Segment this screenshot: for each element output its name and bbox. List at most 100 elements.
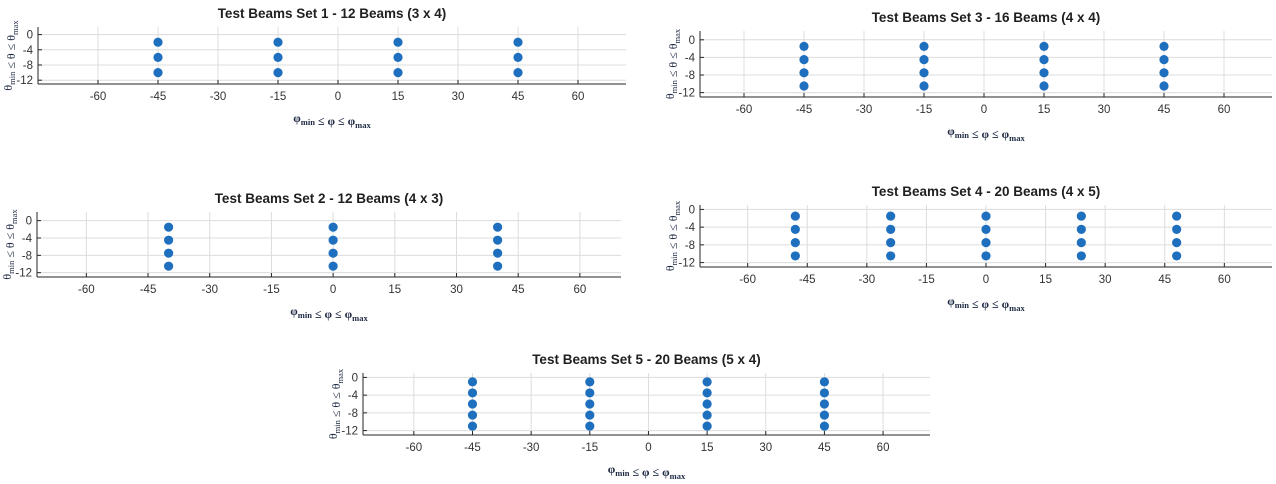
data-point	[513, 52, 523, 63]
y-tick-label: -12	[16, 75, 33, 87]
y-tick-label: -8	[685, 70, 695, 82]
data-point	[981, 211, 991, 221]
data-point	[919, 55, 929, 65]
x-tick-label: 60	[1218, 104, 1231, 116]
x-tick-label: 30	[1098, 104, 1111, 116]
x-axis-label: φmin ≤ φ ≤ φmax	[290, 304, 368, 323]
data-point	[1039, 55, 1049, 65]
data-point	[467, 399, 478, 409]
chart-title: Test Beams Set 2 - 12 Beams (4 x 3)	[215, 191, 444, 206]
x-tick-label: 15	[392, 91, 405, 103]
x-tick-label: -45	[799, 274, 816, 286]
x-tick-label: -60	[90, 91, 107, 103]
data-point	[467, 421, 478, 431]
data-point	[819, 377, 830, 387]
chart-panel-1: -60 -45 -30 -15 0 15 30 45 60 0 -4 -8 -12 Test Beams …	[1, 6, 626, 130]
data-point	[164, 261, 174, 271]
data-point	[585, 421, 595, 431]
x-tick-label: -45	[796, 104, 813, 116]
data-point	[886, 224, 896, 234]
data-point	[981, 224, 991, 234]
y-axis-label: θmin ≤ θ ≤ θmax	[1, 20, 20, 91]
data-point	[799, 68, 809, 78]
x-tick-label: 60	[877, 442, 890, 454]
data-point	[799, 81, 809, 91]
x-tick-label: -15	[263, 284, 280, 296]
x-tick-label: -30	[523, 442, 540, 454]
y-axis-label: θmin ≤ θ ≤ θmax	[0, 209, 19, 280]
data-point	[164, 248, 174, 258]
y-tick-label: -8	[23, 60, 33, 72]
data-point	[393, 52, 403, 63]
x-tick-label: 15	[1039, 274, 1052, 286]
y-axis-label: θmin ≤ θ ≤ θmax	[663, 200, 682, 271]
data-point	[981, 251, 991, 261]
data-point	[790, 251, 800, 261]
x-tick-label: 15	[388, 284, 401, 296]
y-tick-label: -8	[348, 408, 358, 420]
x-tick-label: -45	[150, 91, 167, 103]
chart-panel-3: -60 -45 -30 -15 0 15 30 45 60 0 -4 -8 -12 Test Beams …	[663, 10, 1272, 143]
data-point	[919, 68, 929, 78]
data-point	[1159, 41, 1169, 52]
x-tick-label: 30	[1099, 274, 1112, 286]
data-point	[164, 222, 174, 232]
y-tick-label: -12	[341, 426, 358, 438]
y-tick-label: -8	[22, 250, 32, 262]
data-point	[1076, 251, 1086, 261]
data-point	[328, 261, 338, 271]
y-axis-label: θmin ≤ θ ≤ θmax	[326, 368, 345, 439]
x-tick-label: -30	[210, 91, 227, 103]
x-tick-label: 30	[759, 442, 772, 454]
data-point	[164, 235, 174, 245]
data-point	[790, 238, 800, 248]
x-tick-label: 15	[1038, 104, 1051, 116]
x-tick-label: 45	[818, 442, 831, 454]
data-point	[702, 421, 712, 431]
data-point	[493, 248, 503, 258]
data-point	[273, 52, 283, 63]
x-tick-label: 30	[452, 91, 465, 103]
data-point	[702, 399, 712, 409]
data-point	[153, 68, 163, 78]
x-tick-label: -60	[406, 442, 423, 454]
chart-panel-2: -60 -45 -30 -15 0 15 30 45 60 0 -4 -8 -12 Test Beams …	[0, 191, 621, 323]
data-point	[328, 248, 338, 258]
data-point	[328, 235, 338, 245]
data-point	[467, 388, 478, 398]
x-tick-label: -60	[739, 274, 756, 286]
data-point	[585, 410, 595, 420]
x-tick-label: -30	[856, 104, 873, 116]
x-tick-label: 45	[1158, 104, 1171, 116]
y-tick-label: -12	[678, 88, 695, 100]
data-point	[513, 37, 523, 47]
x-tick-label: -45	[140, 284, 157, 296]
y-tick-label: -8	[685, 240, 695, 252]
data-point	[886, 238, 896, 248]
data-point	[919, 81, 929, 91]
data-point	[819, 388, 830, 398]
data-point	[1076, 224, 1086, 234]
data-point	[819, 399, 830, 409]
data-point	[1039, 68, 1049, 78]
data-point	[585, 377, 595, 387]
data-point	[819, 410, 830, 420]
chart-title: Test Beams Set 4 - 20 Beams (4 x 5)	[872, 184, 1101, 199]
data-point	[1039, 41, 1049, 52]
x-tick-label: -15	[581, 442, 598, 454]
data-point	[1159, 55, 1169, 65]
data-point	[790, 224, 800, 234]
data-point	[886, 251, 896, 261]
x-tick-label: -60	[78, 284, 95, 296]
x-tick-label: -60	[736, 104, 753, 116]
data-point	[585, 388, 595, 398]
x-tick-label: 60	[1218, 274, 1231, 286]
x-tick-label: 45	[512, 91, 525, 103]
x-axis-label: φmin ≤ φ ≤ φmax	[293, 111, 371, 130]
data-point	[1039, 81, 1049, 91]
x-tick-label: 45	[1158, 274, 1171, 286]
x-tick-label: -45	[464, 442, 481, 454]
x-tick-label: 15	[701, 442, 714, 454]
data-point	[273, 68, 283, 78]
